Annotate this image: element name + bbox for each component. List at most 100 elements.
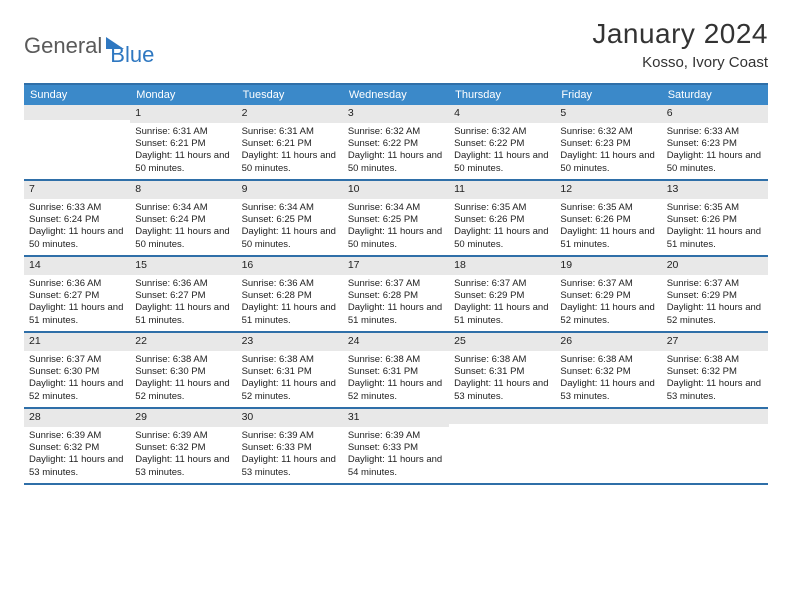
day-number: 28 <box>24 409 130 427</box>
daylight-text: Daylight: 11 hours and 51 minutes. <box>454 302 550 327</box>
day-number: 5 <box>555 105 661 123</box>
sunset-text: Sunset: 6:21 PM <box>242 138 338 150</box>
sunrise-text: Sunrise: 6:33 AM <box>667 126 763 138</box>
day-number: 11 <box>449 181 555 199</box>
sunset-text: Sunset: 6:32 PM <box>135 442 231 454</box>
sunset-text: Sunset: 6:31 PM <box>242 366 338 378</box>
calendar: SundayMondayTuesdayWednesdayThursdayFrid… <box>24 83 768 485</box>
daylight-text: Daylight: 11 hours and 50 minutes. <box>560 150 656 175</box>
day-number: 16 <box>237 257 343 275</box>
calendar-cell: 19 Sunrise: 6:37 AMSunset: 6:29 PMDayligh… <box>555 257 661 331</box>
sunrise-text: Sunrise: 6:39 AM <box>348 430 444 442</box>
sunrise-text: Sunrise: 6:38 AM <box>135 354 231 366</box>
calendar-cell: 10Sunrise: 6:34 AMSunset: 6:25 PMDayligh… <box>343 181 449 255</box>
cell-body: Sunrise: 6:38 AMSunset: 6:31 PMDaylight:… <box>343 354 449 403</box>
cell-body: Sunrise: 6:32 AMSunset: 6:22 PMDaylight:… <box>449 126 555 175</box>
daylight-text: Daylight: 11 hours and 54 minutes. <box>348 454 444 479</box>
daylight-text: Daylight: 11 hours and 50 minutes. <box>454 226 550 251</box>
calendar-cell: 13 Sunrise: 6:35 AMSunset: 6:26 PMDayligh… <box>662 181 768 255</box>
calendar-week: 1Sunrise: 6:31 AMSunset: 6:21 PMDaylight… <box>24 105 768 181</box>
day-number: 17 <box>343 257 449 275</box>
cell-body: Sunrise: 6:31 AMSunset: 6:21 PMDaylight:… <box>237 126 343 175</box>
daylight-text: Daylight: 11 hours and 50 minutes. <box>242 150 338 175</box>
day-number: 27 <box>662 333 768 351</box>
sunrise-text: Sunrise: 6:35 AM <box>454 202 550 214</box>
day-number: 13 <box>662 181 768 199</box>
daylight-text: Daylight: 11 hours and 53 minutes. <box>135 454 231 479</box>
sunrise-text: Sunrise: 6:38 AM <box>242 354 338 366</box>
calendar-cell: 2Sunrise: 6:31 AMSunset: 6:21 PMDaylight… <box>237 105 343 179</box>
cell-body: Sunrise: 6:33 AMSunset: 6:23 PMDaylight:… <box>662 126 768 175</box>
day-number: 1 <box>130 105 236 123</box>
cell-body: Sunrise: 6:34 AMSunset: 6:24 PMDaylight:… <box>130 202 236 251</box>
cell-body: Sunrise: 6:39 AMSunset: 6:33 PMDaylight:… <box>237 430 343 479</box>
sunrise-text: Sunrise: 6:35 AM <box>560 202 656 214</box>
sunrise-text: Sunrise: 6:37 AM <box>29 354 125 366</box>
calendar-cell <box>24 105 130 179</box>
cell-body: Sunrise: 6:33 AMSunset: 6:24 PMDaylight:… <box>24 202 130 251</box>
sunset-text: Sunset: 6:32 PM <box>29 442 125 454</box>
day-number: 8 <box>130 181 236 199</box>
calendar-cell: 7 Sunrise: 6:33 AMSunset: 6:24 PMDaylight… <box>24 181 130 255</box>
day-number: 22 <box>130 333 236 351</box>
sunset-text: Sunset: 6:27 PM <box>29 290 125 302</box>
sunrise-text: Sunrise: 6:38 AM <box>348 354 444 366</box>
sunset-text: Sunset: 6:23 PM <box>667 138 763 150</box>
daylight-text: Daylight: 11 hours and 50 minutes. <box>348 226 444 251</box>
calendar-cell: 5 Sunrise: 6:32 AMSunset: 6:23 PMDaylight… <box>555 105 661 179</box>
sunset-text: Sunset: 6:32 PM <box>560 366 656 378</box>
calendar-cell: 24Sunrise: 6:38 AMSunset: 6:31 PMDayligh… <box>343 333 449 407</box>
sunrise-text: Sunrise: 6:37 AM <box>560 278 656 290</box>
header: General Blue January 2024 Kosso, Ivory C… <box>24 18 768 71</box>
daylight-text: Daylight: 11 hours and 52 minutes. <box>135 378 231 403</box>
sunset-text: Sunset: 6:30 PM <box>135 366 231 378</box>
sunset-text: Sunset: 6:26 PM <box>454 214 550 226</box>
cell-body: Sunrise: 6:38 AMSunset: 6:31 PMDaylight:… <box>449 354 555 403</box>
day-number: 19 <box>555 257 661 275</box>
calendar-cell: 1Sunrise: 6:31 AMSunset: 6:21 PMDaylight… <box>130 105 236 179</box>
calendar-cell: 15Sunrise: 6:36 AMSunset: 6:27 PMDayligh… <box>130 257 236 331</box>
sunset-text: Sunset: 6:28 PM <box>242 290 338 302</box>
calendar-cell: 3 Sunrise: 6:32 AMSunset: 6:22 PMDaylight… <box>343 105 449 179</box>
sunset-text: Sunset: 6:29 PM <box>560 290 656 302</box>
day-number: 26 <box>555 333 661 351</box>
day-number: 4 <box>449 105 555 123</box>
sunset-text: Sunset: 6:28 PM <box>348 290 444 302</box>
calendar-week: 28Sunrise: 6:39 AMSunset: 6:32 PMDayligh… <box>24 409 768 485</box>
sunrise-text: Sunrise: 6:36 AM <box>29 278 125 290</box>
day-number: 20 <box>662 257 768 275</box>
daylight-text: Daylight: 11 hours and 51 minutes. <box>667 226 763 251</box>
cell-body: Sunrise: 6:35 AMSunset: 6:26 PMDaylight:… <box>555 202 661 251</box>
cell-body: Sunrise: 6:35 AMSunset: 6:26 PMDaylight:… <box>449 202 555 251</box>
cell-body: Sunrise: 6:32 AMSunset: 6:22 PMDaylight:… <box>343 126 449 175</box>
sunset-text: Sunset: 6:33 PM <box>242 442 338 454</box>
calendar-cell: 28Sunrise: 6:39 AMSunset: 6:32 PMDayligh… <box>24 409 130 483</box>
sunrise-text: Sunrise: 6:34 AM <box>348 202 444 214</box>
cell-body: Sunrise: 6:35 AMSunset: 6:26 PMDaylight:… <box>662 202 768 251</box>
logo: General Blue <box>24 24 154 68</box>
daylight-text: Daylight: 11 hours and 52 minutes. <box>29 378 125 403</box>
daylight-text: Daylight: 11 hours and 50 minutes. <box>135 150 231 175</box>
daylight-text: Daylight: 11 hours and 52 minutes. <box>348 378 444 403</box>
daylight-text: Daylight: 11 hours and 52 minutes. <box>560 302 656 327</box>
calendar-cell: 12Sunrise: 6:35 AMSunset: 6:26 PMDayligh… <box>555 181 661 255</box>
calendar-cell: 6Sunrise: 6:33 AMSunset: 6:23 PMDaylight… <box>662 105 768 179</box>
day-number: 7 <box>24 181 130 199</box>
daylight-text: Daylight: 11 hours and 51 minutes. <box>135 302 231 327</box>
day-number: 3 <box>343 105 449 123</box>
daylight-text: Daylight: 11 hours and 51 minutes. <box>348 302 444 327</box>
sunrise-text: Sunrise: 6:39 AM <box>135 430 231 442</box>
cell-body: Sunrise: 6:34 AMSunset: 6:25 PMDaylight:… <box>343 202 449 251</box>
daylight-text: Daylight: 11 hours and 50 minutes. <box>454 150 550 175</box>
sunrise-text: Sunrise: 6:32 AM <box>560 126 656 138</box>
day-number <box>449 409 555 424</box>
sunset-text: Sunset: 6:24 PM <box>135 214 231 226</box>
sunset-text: Sunset: 6:31 PM <box>454 366 550 378</box>
calendar-cell: 31Sunrise: 6:39 AMSunset: 6:33 PMDayligh… <box>343 409 449 483</box>
sunset-text: Sunset: 6:26 PM <box>560 214 656 226</box>
sunset-text: Sunset: 6:23 PM <box>560 138 656 150</box>
day-number: 21 <box>24 333 130 351</box>
day-of-week-header: Sunday <box>24 85 130 105</box>
sunset-text: Sunset: 6:25 PM <box>348 214 444 226</box>
sunset-text: Sunset: 6:21 PM <box>135 138 231 150</box>
